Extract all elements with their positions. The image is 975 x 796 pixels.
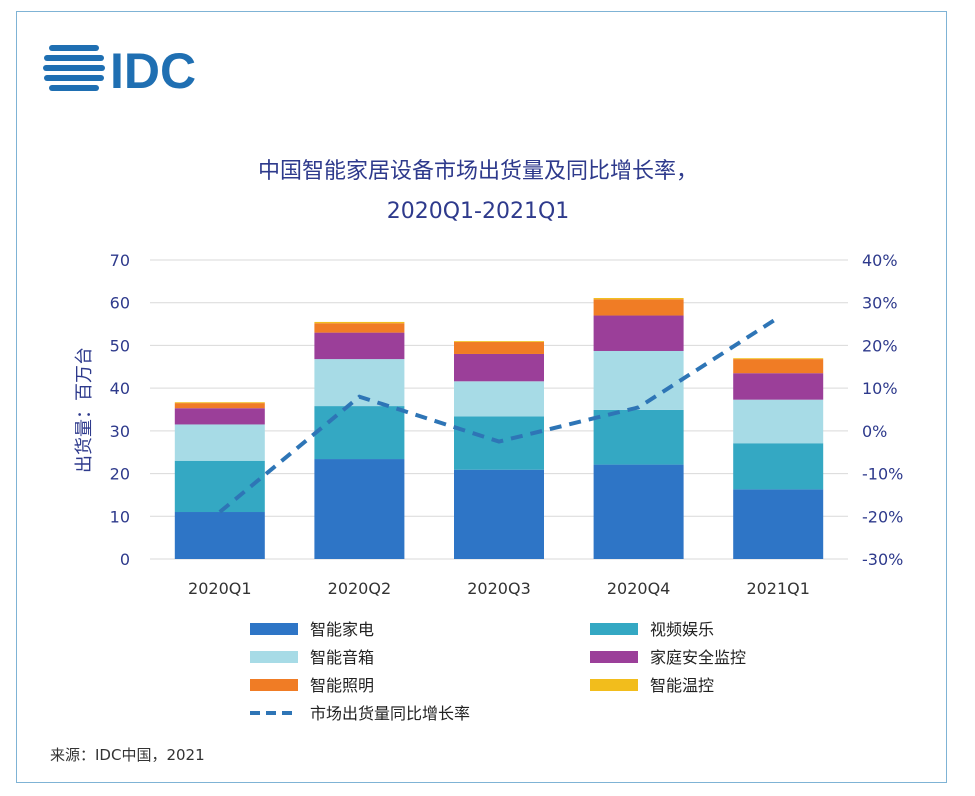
legend-label: 视频娱乐: [650, 620, 714, 639]
y-tick-label: 50: [110, 336, 130, 355]
source-note: 来源：IDC中国，2021: [50, 746, 205, 764]
y2-tick-label: -20%: [862, 507, 903, 526]
y2-tick-label: 30%: [862, 294, 898, 313]
y2-axis-ticks: -30% -20% -10% 0% 10% 20% 30% 40%: [862, 251, 903, 569]
x-axis-ticks: 2020Q1 2020Q2 2020Q3 2020Q4 2021Q1: [188, 579, 810, 598]
bar-segment: [314, 321, 405, 324]
y-tick-label: 40: [110, 379, 130, 398]
y-axis-label: 出货量：百万台: [74, 347, 95, 473]
bar-segment: [454, 342, 544, 354]
growth-line: [218, 315, 780, 514]
legend-swatch: [250, 623, 298, 635]
globe-icon: [43, 45, 105, 91]
bar-segment: [593, 299, 684, 316]
bar-segment: [174, 460, 265, 513]
bar-segment: [174, 424, 265, 461]
legend-label: 家庭安全监控: [650, 648, 746, 667]
bar-segment: [733, 399, 824, 444]
bar-segment: [733, 489, 824, 559]
bar-segment: [174, 403, 265, 409]
y-tick-label: 20: [110, 465, 130, 484]
legend-label: 智能照明: [310, 676, 374, 695]
y2-tick-label: -30%: [862, 550, 903, 569]
legend-label: 智能家电: [310, 620, 374, 639]
bar-segment: [314, 406, 405, 460]
bar-segment: [593, 298, 684, 300]
x-tick-label: 2020Q1: [188, 579, 252, 598]
y2-tick-label: 10%: [862, 379, 898, 398]
grid-lines: [150, 259, 848, 560]
y2-tick-label: 0%: [862, 422, 887, 441]
bar-segment: [314, 359, 405, 407]
bar-segment: [174, 402, 265, 404]
legend-swatch: [590, 623, 638, 635]
y-tick-label: 0: [120, 550, 130, 569]
y-tick-label: 30: [110, 422, 130, 441]
bar-segment: [733, 359, 824, 374]
chart-title: 中国智能家居设备市场出货量及同比增长率，: [258, 159, 698, 184]
bar-segment: [454, 353, 544, 382]
x-tick-label: 2020Q3: [467, 579, 531, 598]
legend-label: 市场出货量同比增长率: [310, 704, 470, 723]
bar-segment: [314, 323, 405, 333]
bar-segment: [593, 315, 684, 351]
bar-segment: [733, 358, 824, 360]
growth-line-path: [218, 315, 780, 514]
bar-segment: [454, 381, 544, 417]
x-tick-label: 2020Q4: [607, 579, 671, 598]
y-axis-ticks: 0 10 20 30 40 50 60 70: [110, 251, 130, 569]
bar-segment: [593, 350, 684, 410]
bar-segment: [733, 373, 824, 400]
bar-segment: [174, 408, 265, 425]
y2-tick-label: -10%: [862, 465, 903, 484]
legend-swatch: [250, 679, 298, 691]
bars: [174, 298, 824, 559]
bar-segment: [593, 409, 684, 465]
y-tick-label: 70: [110, 251, 130, 270]
bar-segment: [454, 341, 544, 343]
idc-logo: IDC: [43, 43, 196, 99]
bar-segment: [593, 464, 684, 559]
x-tick-label: 2021Q1: [746, 579, 810, 598]
bar-segment: [733, 443, 824, 490]
x-tick-label: 2020Q2: [328, 579, 392, 598]
bar-segment: [314, 332, 405, 360]
legend-swatch: [250, 651, 298, 663]
bar-segment: [174, 512, 265, 559]
y-tick-label: 10: [110, 507, 130, 526]
logo-text: IDC: [110, 43, 196, 99]
y2-tick-label: 20%: [862, 336, 898, 355]
legend-swatch: [590, 651, 638, 663]
y-tick-label: 60: [110, 294, 130, 313]
chart-frame: [16, 11, 947, 783]
legend-label: 智能温控: [650, 676, 714, 695]
legend-swatch: [590, 679, 638, 691]
y2-tick-label: 40%: [862, 251, 898, 270]
legend-label: 智能音箱: [310, 648, 374, 667]
bar-segment: [454, 469, 544, 559]
chart-subtitle: 2020Q1-2021Q1: [387, 199, 570, 224]
bar-segment: [314, 459, 405, 559]
